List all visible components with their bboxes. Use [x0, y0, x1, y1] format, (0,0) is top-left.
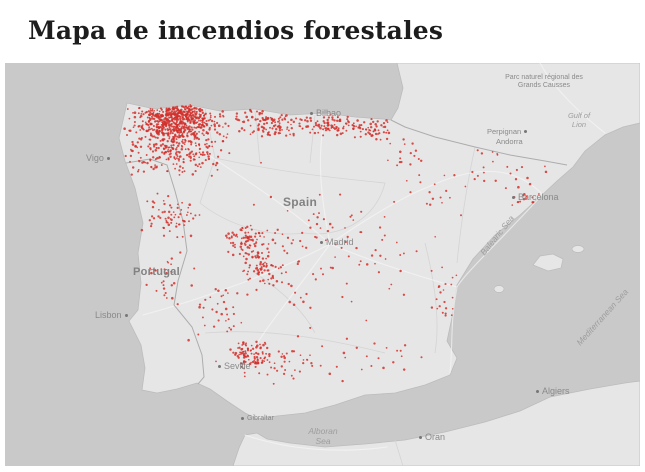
fire-dots-layer: [123, 104, 548, 385]
map-canvas: [118, 63, 640, 466]
border-spain-france: [390, 119, 568, 166]
island-ibiza: [493, 285, 505, 293]
land-africa: [232, 380, 640, 466]
island-menorca: [571, 245, 585, 253]
island-mallorca: [532, 253, 564, 272]
border-portugal-spain: [125, 158, 205, 385]
land-europe: [118, 63, 640, 420]
page-title: Mapa de incendios forestales: [28, 16, 444, 45]
page-header: Mapa de incendios forestales: [0, 0, 645, 63]
fire-map[interactable]: Spain Portugal Madrid Vigo Bilbao Lisbon…: [5, 63, 640, 466]
region-borders: [199, 107, 476, 466]
national-borders: [125, 119, 568, 385]
